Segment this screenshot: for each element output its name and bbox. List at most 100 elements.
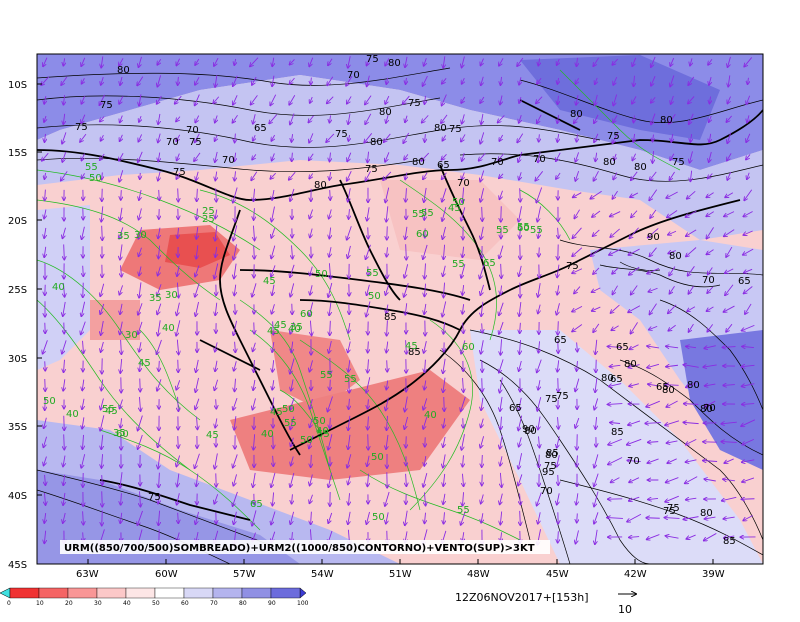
green-contour-label: 60 [517, 223, 530, 234]
contour-label: 75 [75, 122, 88, 133]
contour-label: 90 [647, 232, 660, 243]
lat-tick: 25S [8, 285, 27, 296]
green-contour-label: 35 [149, 293, 162, 304]
contour-label: 80 [388, 58, 401, 69]
contour-label: 75 [556, 391, 569, 402]
vector-reference-label: 10 [618, 603, 632, 616]
contour-label: 75 [672, 157, 685, 168]
colorbar-swatch [10, 588, 39, 598]
colorbar-swatch [271, 588, 300, 598]
green-contour-label: 50 [43, 396, 56, 407]
contour-label: 70 [457, 178, 470, 189]
contour-label: 75 [335, 129, 348, 140]
wind-vector [83, 266, 84, 277]
contour-label: 80 [379, 107, 392, 118]
green-contour-label: 55 [452, 259, 465, 270]
green-contour-label: 55 [344, 374, 357, 385]
contour-label: 70 [491, 157, 504, 168]
contour-label: 65 [254, 123, 267, 134]
contour-label: 80 [570, 109, 583, 120]
wind-vector [368, 434, 369, 449]
contour-label: 80 [603, 157, 616, 168]
green-contour-label: 50 [89, 173, 102, 184]
lon-tick: 39W [702, 569, 725, 580]
contour-label: 80 [601, 373, 614, 384]
wind-vector [387, 226, 388, 239]
green-contour-label: 25 [202, 214, 215, 225]
contour-label: 80 [700, 508, 713, 519]
green-contour-label: 55 [85, 162, 98, 173]
colorbar-tick: 100 [297, 600, 309, 607]
wind-vector [102, 510, 103, 525]
contour-label: 70 [540, 486, 553, 497]
green-contour-label: 55 [530, 225, 543, 236]
wind-vector [558, 321, 559, 334]
wind-vector [178, 188, 179, 201]
colorbar-swatch [242, 588, 271, 598]
lon-tick: 60W [155, 569, 178, 580]
contour-label: 80 [314, 180, 327, 191]
colorbar-tick: 40 [123, 600, 131, 607]
green-contour-label: 65 [250, 499, 263, 510]
vector-reference: 10 [618, 594, 636, 616]
green-contour-label: 35 [290, 322, 303, 333]
wind-vector [368, 227, 369, 238]
lat-tick: 10S [8, 80, 27, 91]
map-caption: URM((850/700/500)SOMBREADO)+URM2((1000/8… [64, 543, 535, 554]
wind-vector [45, 361, 46, 370]
wind-vector [482, 207, 483, 221]
wind-vector [330, 380, 331, 391]
contour-label: 85 [384, 312, 397, 323]
contour-label: 80 [434, 123, 447, 134]
timestamp: 12Z06NOV2017+[153h] [455, 591, 589, 604]
contour-label: 75 [663, 506, 676, 517]
contour-label: 85 [611, 427, 624, 438]
green-contour-label: 30 [125, 330, 138, 341]
wind-vector [159, 361, 160, 371]
green-contour-label: 45 [274, 320, 287, 331]
contour-label: 65 [437, 160, 450, 171]
green-contour-label: 50 [368, 291, 381, 302]
green-contour-label: 55 [496, 225, 509, 236]
wind-vector [64, 434, 65, 449]
contour-label: 80 [117, 65, 130, 76]
contour-label: 65 [656, 382, 669, 393]
green-contour-label: 45 [206, 430, 219, 441]
lat-tick: 20S [8, 216, 27, 227]
contour-label: 80 [545, 450, 558, 461]
contour-label: 75 [148, 492, 161, 503]
green-contour-label: 40 [424, 410, 437, 421]
lat-tick: 40S [8, 491, 27, 502]
green-contour-label: 50 [371, 452, 384, 463]
contour-label: 75 [100, 100, 113, 111]
green-contour-label: 50 [313, 416, 326, 427]
contour-label: 75 [607, 131, 620, 142]
wind-vector [121, 190, 122, 200]
green-contour-label: 45 [138, 358, 151, 369]
green-contour-label: 60 [300, 309, 313, 320]
contour-label: 70 [166, 137, 179, 148]
contour-label: 75 [189, 137, 202, 148]
lon-tick: 51W [389, 569, 412, 580]
colorbar-tick: 30 [94, 600, 102, 607]
green-contour-label: 60 [462, 342, 475, 353]
wind-vector [539, 455, 540, 468]
green-contour-label: 60 [416, 229, 429, 240]
contour-label: 80 [669, 251, 682, 262]
green-contour-label: 55 [320, 370, 333, 381]
wind-vector [102, 226, 103, 240]
green-contour-label: 55 [366, 268, 379, 279]
contour-label: 85 [723, 536, 736, 547]
wind-vector [520, 511, 521, 525]
green-contour-label: 40 [261, 429, 274, 440]
wind-vector [539, 247, 540, 256]
colorbar-swatch [68, 588, 97, 598]
contour-label: 80 [660, 115, 673, 126]
green-contour-label: 55 [284, 418, 297, 429]
contour-label: 70 [186, 125, 199, 136]
green-contour-label: 50 [372, 512, 385, 523]
wind-vector [102, 475, 103, 485]
green-contour-label: 55 [457, 505, 470, 516]
